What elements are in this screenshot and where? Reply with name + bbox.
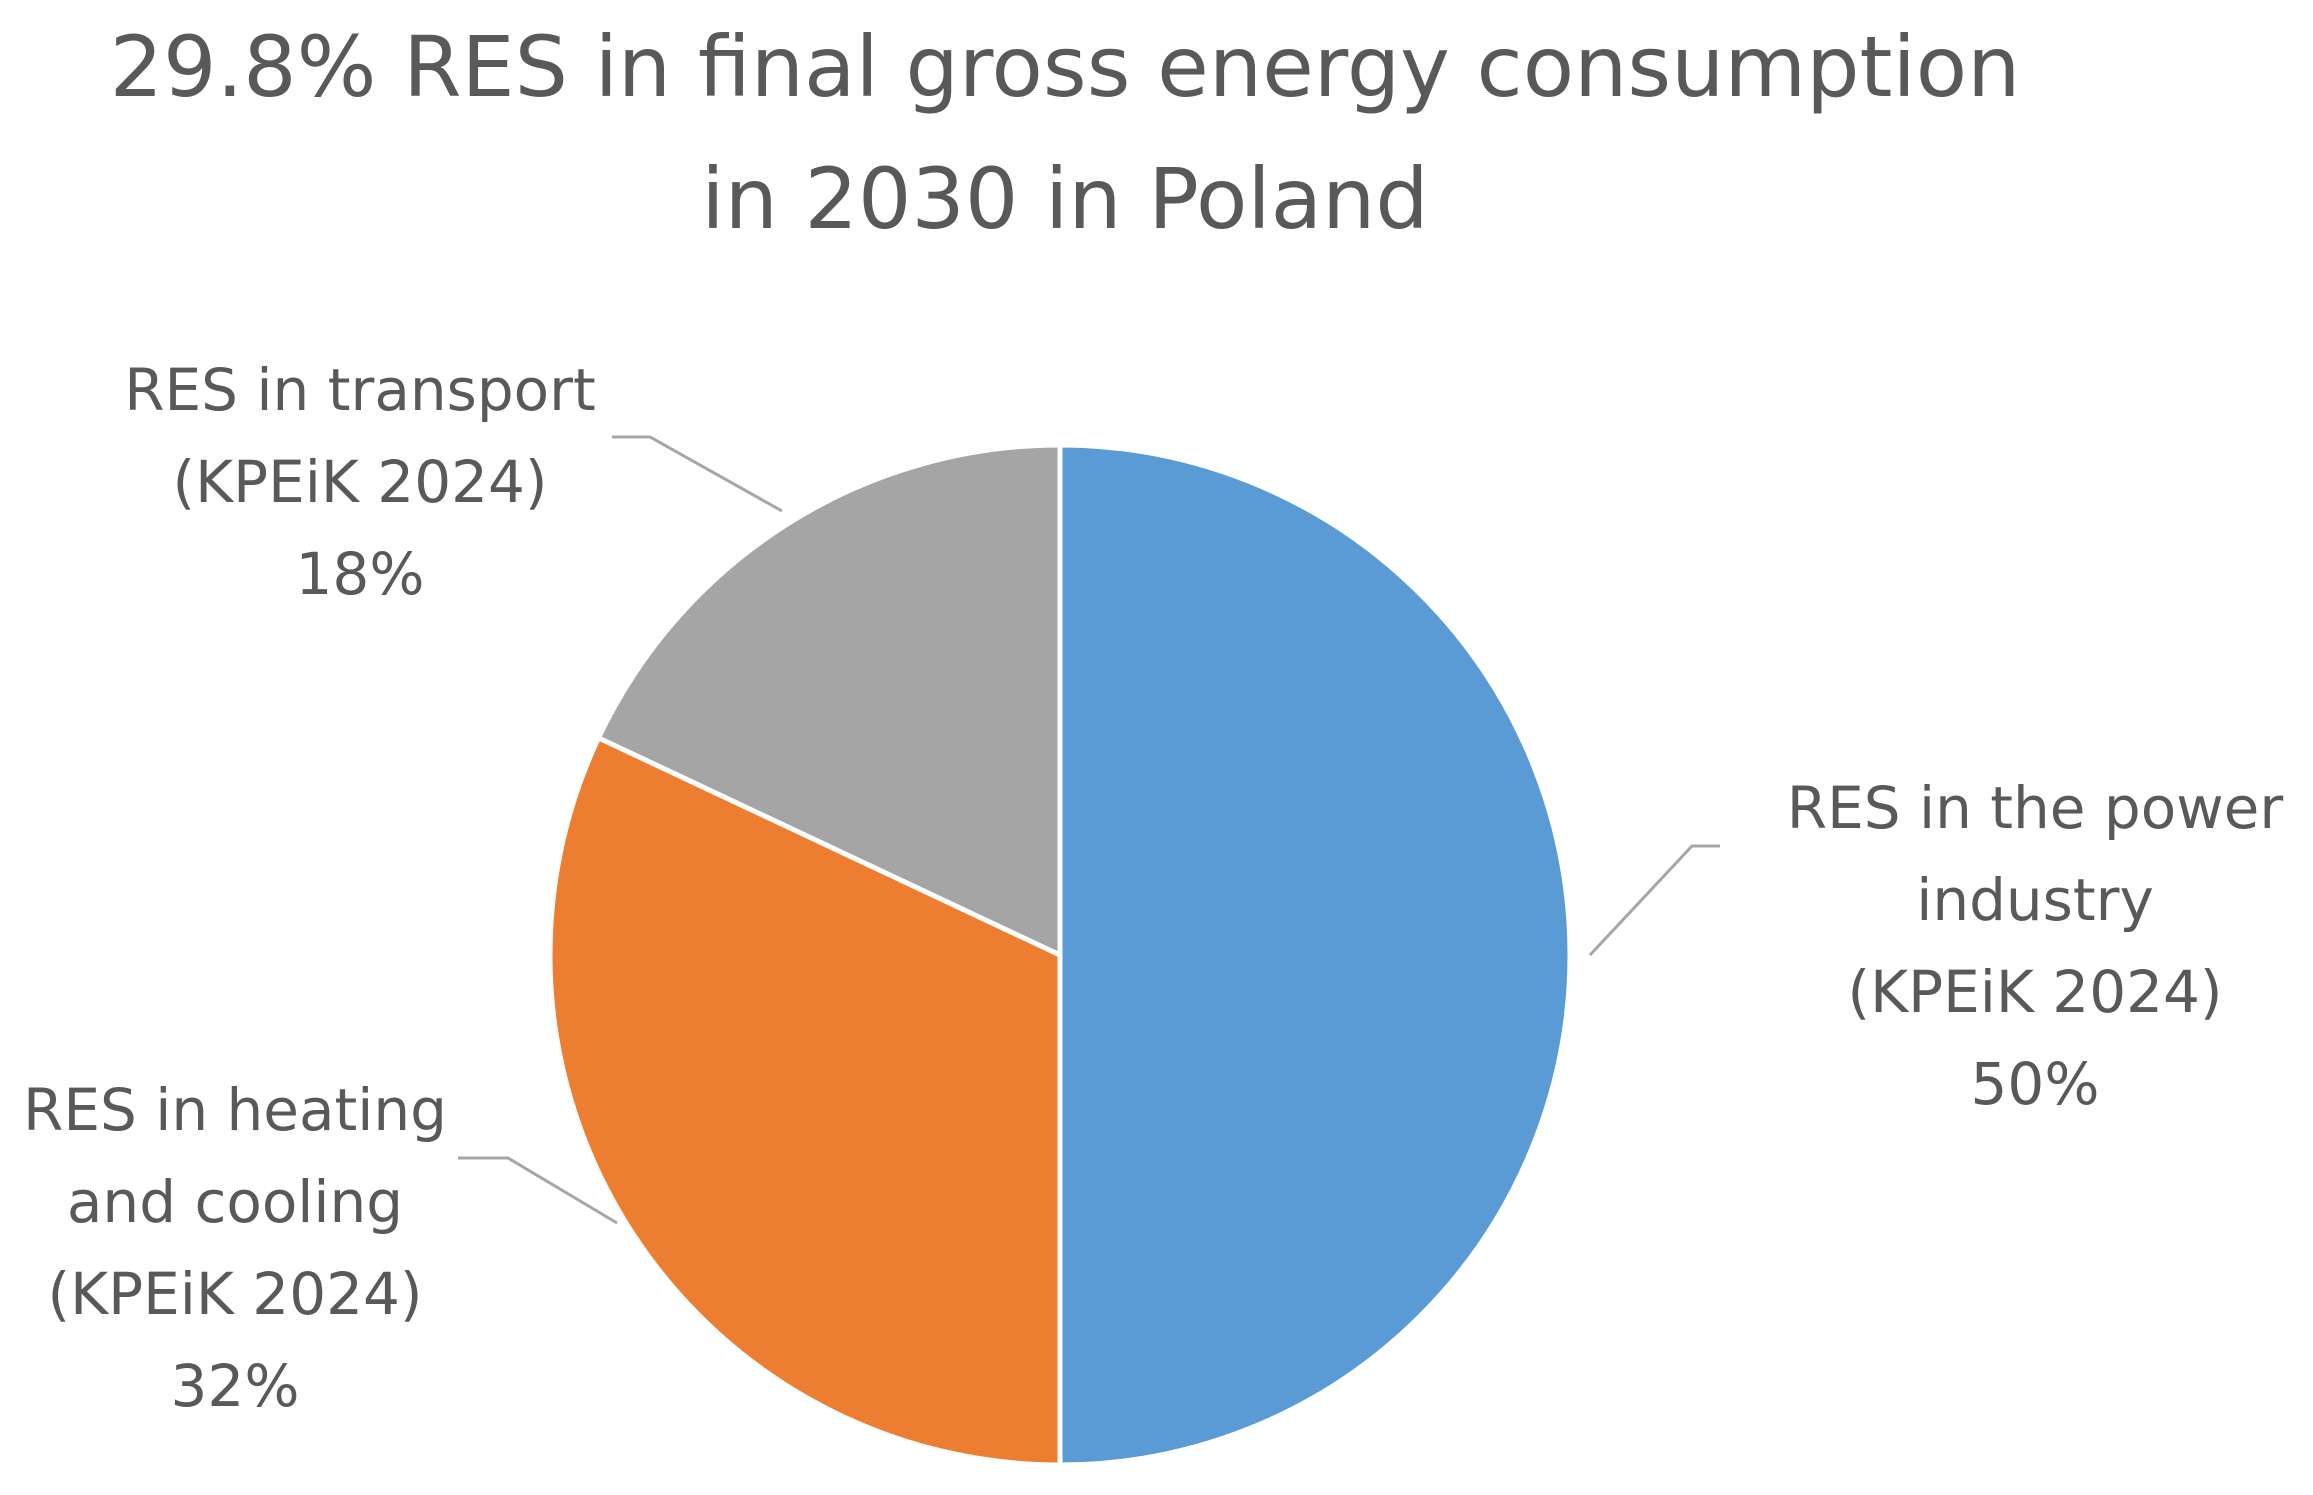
pie-slice-res-in-the-power-industry-kpeik-2024 xyxy=(1057,442,1573,1468)
chart-title: 29.8% RES in final gross energy consumpt… xyxy=(110,18,2021,248)
slice-category-label-res-in-heating-and-cooling-kpeik-2024: and cooling xyxy=(67,1168,403,1236)
leader-line-res-in-the-power-industry-kpeik-2024 xyxy=(1588,844,1720,957)
slice-labels: RES in the power industry (KPEiK 2024) 50% R… xyxy=(23,356,2283,1420)
slice-category-label-res-in-the-power-industry-kpeik-2024: RES in the power xyxy=(1787,774,2284,842)
chart-title-line-1: 29.8% RES in final gross energy consumpt… xyxy=(110,18,2021,116)
leader-line-res-in-heating-and-cooling-kpeik-2024 xyxy=(458,1156,618,1225)
pie-slice-res-in-transport-kpeik-2024 xyxy=(596,442,1063,958)
leader-lines xyxy=(458,435,1720,1225)
slice-value-label-res-in-heating-and-cooling-kpeik-2024: 32% xyxy=(171,1352,300,1420)
slice-category-label-res-in-the-power-industry-kpeik-2024: industry xyxy=(1916,866,2154,934)
slice-value-label-res-in-the-power-industry-kpeik-2024: 50% xyxy=(1971,1050,2100,1118)
chart-title-line-2: in 2030 in Poland xyxy=(701,150,1428,248)
slice-value-label-res-in-transport-kpeik-2024: 18% xyxy=(296,540,425,608)
slice-category-label-res-in-transport-kpeik-2024: RES in transport xyxy=(124,356,596,424)
slice-category-label-res-in-the-power-industry-kpeik-2024: (KPEiK 2024) xyxy=(1847,958,2222,1026)
slice-category-label-res-in-heating-and-cooling-kpeik-2024: (KPEiK 2024) xyxy=(47,1260,422,1328)
pie-slice-res-in-heating-and-cooling-kpeik-2024 xyxy=(547,735,1063,1468)
slice-category-label-res-in-transport-kpeik-2024: (KPEiK 2024) xyxy=(172,448,547,516)
pie-slices xyxy=(547,442,1573,1468)
leader-line-res-in-transport-kpeik-2024 xyxy=(612,435,783,513)
slice-category-label-res-in-heating-and-cooling-kpeik-2024: RES in heating xyxy=(23,1076,447,1144)
